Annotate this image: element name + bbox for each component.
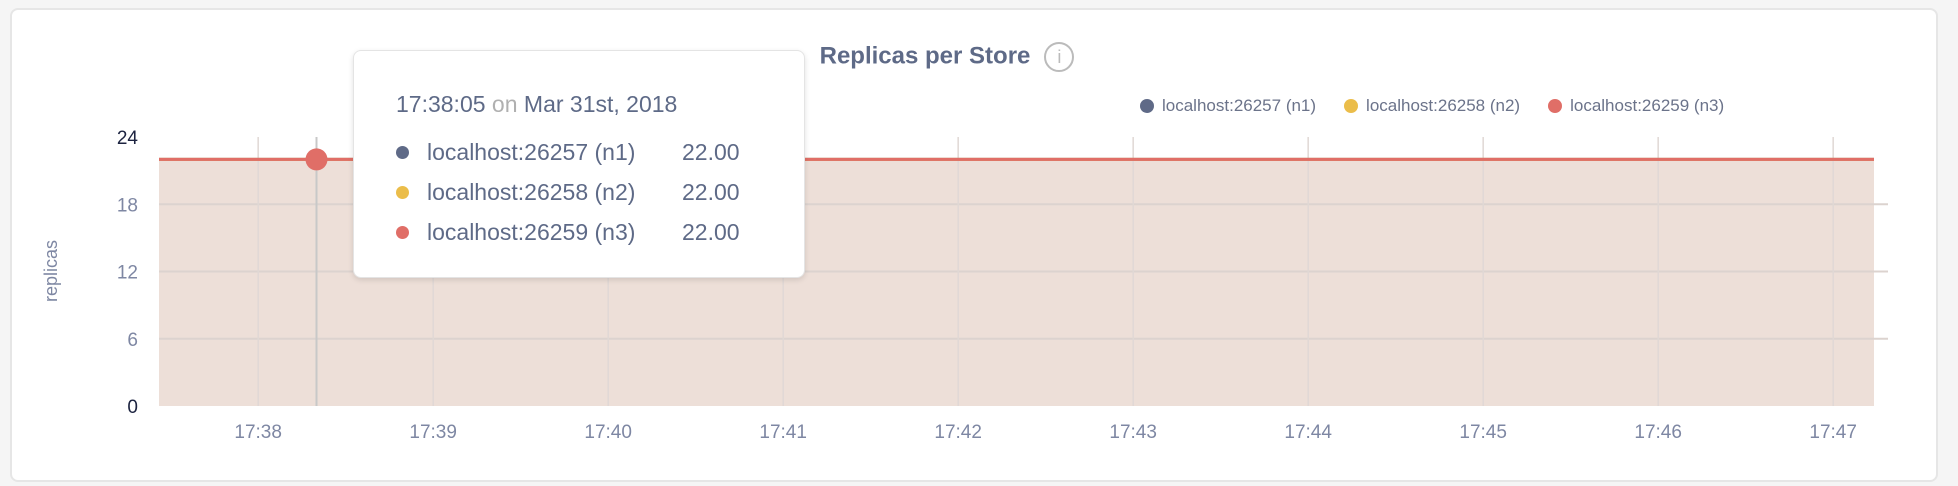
tooltip-value: 22.00	[682, 139, 740, 165]
chart-title-wrap: Replicas per Store i	[0, 42, 1894, 72]
legend-label: localhost:26259 (n3)	[1570, 96, 1725, 115]
y-tick-label: 6	[127, 330, 138, 351]
tooltip-label: localhost:26259 (n3)	[427, 219, 636, 245]
legend-dot	[1140, 99, 1154, 113]
x-tick-label: 17:41	[759, 422, 807, 443]
tooltip-label: localhost:26258 (n2)	[427, 179, 636, 205]
tooltip-value: 22.00	[682, 219, 740, 245]
tooltip-value: 22.00	[682, 179, 740, 205]
x-tick-label: 17:43	[1109, 422, 1157, 443]
x-tick-label: 17:38	[234, 422, 282, 443]
tooltip-dot	[396, 226, 409, 239]
x-tick-label: 17:44	[1284, 422, 1332, 443]
x-tick-label: 17:45	[1459, 422, 1507, 443]
tooltip-row: localhost:26258 (n2) 22.00	[396, 179, 740, 206]
y-axis-label: replicas	[41, 240, 61, 302]
x-tick-label: 17:39	[409, 422, 457, 443]
y-tick-label: 24	[117, 128, 139, 149]
hover-tooltip: 17:38:05 on Mar 31st, 2018 localhost:262…	[353, 50, 805, 278]
x-tick-label: 17:42	[934, 422, 982, 443]
tooltip-on: on	[491, 91, 518, 117]
legend: localhost:26257 (n1) localhost:26258 (n2…	[1140, 96, 1724, 116]
y-tick-label: 0	[127, 397, 138, 418]
chart-title: Replicas per Store	[819, 42, 1031, 70]
legend-dot	[1344, 99, 1359, 113]
tooltip-label: localhost:26257 (n1)	[427, 139, 636, 165]
tooltip-dot	[396, 186, 409, 199]
y-tick-label: 18	[117, 195, 138, 216]
legend-label: localhost:26258 (n2)	[1366, 96, 1521, 115]
tooltip-timestamp: 17:38:05 on Mar 31st, 2018	[396, 91, 677, 118]
legend-dot	[1548, 99, 1563, 113]
tooltip-row: localhost:26257 (n1) 22.00	[396, 139, 740, 166]
tooltip-dot	[396, 146, 409, 159]
hover-point	[305, 148, 328, 171]
x-tick-label: 17:40	[584, 422, 632, 443]
x-tick-label: 17:46	[1634, 422, 1682, 443]
tooltip-row: localhost:26259 (n3) 22.00	[396, 219, 740, 246]
legend-label: localhost:26257 (n1)	[1162, 96, 1317, 115]
tooltip-time: 17:38:05	[396, 91, 486, 117]
x-tick-label: 17:47	[1809, 422, 1857, 443]
legend-item-n1[interactable]: localhost:26257 (n1)	[1140, 96, 1316, 116]
info-icon[interactable]: i	[1044, 42, 1075, 72]
legend-item-n2[interactable]: localhost:26258 (n2)	[1344, 96, 1520, 116]
legend-item-n3[interactable]: localhost:26259 (n3)	[1548, 96, 1724, 116]
tooltip-date: Mar 31st, 2018	[523, 91, 678, 117]
y-tick-label: 12	[117, 263, 138, 284]
